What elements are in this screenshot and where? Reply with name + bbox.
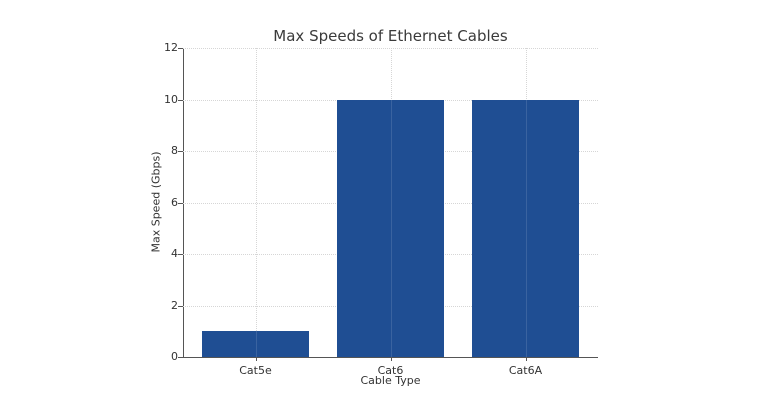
y-tick-label: 8 (171, 144, 178, 157)
y-tick-mark (178, 99, 183, 101)
y-tick-mark (178, 305, 183, 307)
bar-cat5e (202, 331, 309, 357)
v-gridline-overlay (255, 331, 257, 357)
v-gridline (255, 48, 257, 357)
y-tick-mark (178, 151, 183, 152)
plot-area: 0 2 4 6 8 10 12 Cat5e Cat6 Cat6A (164, 41, 598, 377)
x-tick-mark (390, 357, 392, 361)
y-tick-mark (178, 48, 183, 49)
x-tick-label: Cat6 (377, 364, 404, 377)
x-tick-label: Cat5e (239, 364, 272, 377)
x-tick-label: Cat6A (508, 364, 543, 377)
y-tick-label: 2 (171, 298, 178, 312)
y-tick-mark (178, 202, 183, 204)
bar-cat6a (472, 99, 579, 357)
y-tick-label: 10 (164, 92, 178, 106)
y-tick-mark (178, 357, 183, 358)
chart-title: Max Speeds of Ethernet Cables (273, 27, 508, 45)
x-axis-title: Cable Type (360, 374, 421, 387)
y-tick-label: 0 (171, 350, 178, 363)
y-tick-label: 4 (171, 247, 178, 260)
x-tick-mark (525, 357, 527, 361)
v-gridline-overlay (525, 99, 527, 357)
y-tick-label: 6 (171, 195, 178, 209)
v-gridline-overlay (390, 99, 392, 357)
y-tick-label: 12 (164, 41, 178, 54)
x-tick-mark (255, 357, 257, 361)
bar-cat6 (337, 99, 444, 357)
y-tick-mark (178, 254, 183, 255)
